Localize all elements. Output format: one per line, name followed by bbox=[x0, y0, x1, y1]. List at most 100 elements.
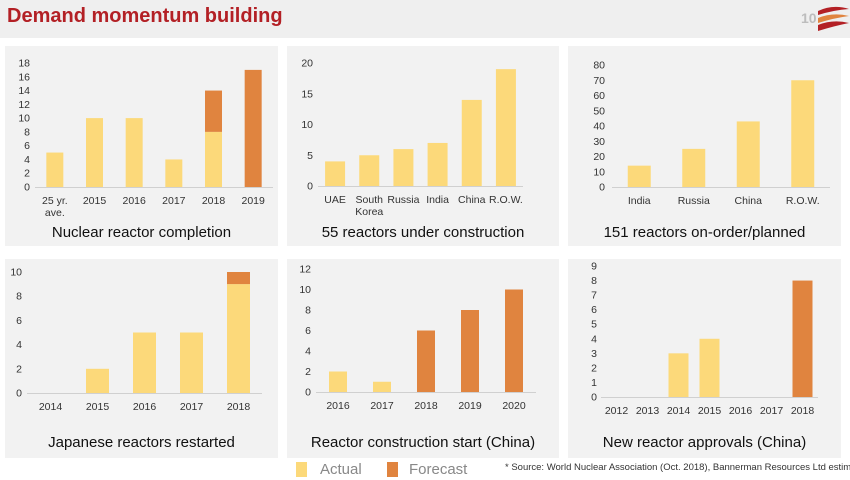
bar-actual-2017 bbox=[165, 159, 183, 187]
y-tick-label: 0 bbox=[24, 182, 30, 194]
x-tick-label: 2016 bbox=[326, 400, 350, 412]
bar-actual-2016 bbox=[329, 371, 347, 392]
chart-title: 55 reactors under construction bbox=[322, 224, 525, 241]
chart-svg-2: 0 10 20 30 40 50 60 70 80 India Russia China R.O.W. 1… bbox=[593, 60, 830, 241]
bar-forecast-2019 bbox=[244, 69, 262, 187]
y-tick-label: 12 bbox=[18, 99, 30, 111]
y-tick-label: 8 bbox=[24, 126, 30, 138]
header-bar: Demand momentum building 10 bbox=[0, 0, 850, 38]
bar-actual-2017 bbox=[180, 332, 203, 393]
bar-actual-2015 bbox=[699, 338, 720, 397]
chart-svg-4: 0 2 4 6 8 10 12 2016 2017 2018 2019 2020 Reactor con… bbox=[299, 264, 536, 451]
y-tick-label: 2 bbox=[591, 362, 597, 374]
y-tick-label: 0 bbox=[591, 392, 597, 404]
bar-actual-2015 bbox=[86, 118, 103, 187]
bar-forecast-2018 bbox=[205, 90, 222, 132]
y-tick-label: 9 bbox=[591, 261, 597, 273]
x-tick-label: 2018 bbox=[202, 195, 226, 207]
x-tick-label: 2014 bbox=[667, 405, 691, 417]
y-tick-label: 10 bbox=[593, 166, 605, 178]
y-tick-label: 4 bbox=[591, 333, 597, 345]
bar-actual-r.o.w. bbox=[791, 80, 815, 187]
y-tick-label: 0 bbox=[16, 388, 22, 400]
chart-title: 151 reactors on-order/planned bbox=[604, 224, 806, 241]
bar-actual-2017 bbox=[373, 381, 391, 392]
y-tick-label: 2 bbox=[24, 168, 30, 180]
bar-forecast-2020 bbox=[505, 289, 523, 392]
bar-actual-r.o.w. bbox=[495, 69, 516, 186]
y-tick-label: 2 bbox=[305, 366, 311, 378]
y-tick-label: 10 bbox=[10, 267, 22, 279]
x-tick-label: 2016 bbox=[729, 405, 753, 417]
y-tick-label: 60 bbox=[593, 90, 605, 102]
y-tick-label: 70 bbox=[593, 75, 605, 87]
x-tick-label: 2017 bbox=[180, 401, 204, 413]
x-tick-label: 2018 bbox=[227, 401, 251, 413]
x-tick-label: South Korea bbox=[355, 194, 383, 218]
x-tick-label: R.O.W. bbox=[786, 195, 820, 207]
bar-actual-2016 bbox=[133, 332, 156, 393]
y-tick-label: 10 bbox=[299, 284, 311, 296]
chart-panel-reactors-on-order: 0 10 20 30 40 50 60 70 80 India Russia China R.O.W. 1… bbox=[568, 46, 841, 246]
page-title: Demand momentum building bbox=[7, 5, 283, 27]
chart-panel-reactors-under-construction: 0 5 10 15 20 UAE South Korea Russia India China R.O… bbox=[287, 46, 559, 246]
x-tick-label: 2017 bbox=[370, 400, 394, 412]
y-tick-label: 20 bbox=[593, 151, 605, 163]
bar-actual-india bbox=[427, 142, 448, 186]
source-note: * Source: World Nuclear Association (Oct… bbox=[505, 462, 850, 473]
y-tick-label: 15 bbox=[301, 88, 313, 100]
chart-title: Japanese reactors restarted bbox=[48, 434, 235, 451]
y-tick-label: 4 bbox=[305, 346, 311, 358]
bar-actual-2018 bbox=[227, 284, 250, 393]
y-tick-label: 2 bbox=[16, 363, 22, 375]
x-tick-label: UAE bbox=[324, 194, 346, 206]
y-tick-label: 40 bbox=[593, 121, 605, 133]
x-tick-label: 2015 bbox=[83, 195, 107, 207]
x-tick-label: 2017 bbox=[162, 195, 186, 207]
x-tick-label: Russia bbox=[678, 195, 710, 207]
y-tick-label: 6 bbox=[16, 315, 22, 327]
y-tick-label: 20 bbox=[301, 58, 313, 70]
x-tick-label: 25 yr. ave. bbox=[42, 195, 68, 219]
y-tick-label: 6 bbox=[305, 325, 311, 337]
y-tick-label: 80 bbox=[593, 60, 605, 72]
x-tick-label: China bbox=[458, 194, 486, 206]
chart-panel-japanese-reactors-restarted: 0 2 4 6 8 10 2014 2015 2016 2017 2018 Japanese reac… bbox=[5, 259, 278, 458]
y-tick-label: 16 bbox=[18, 71, 30, 83]
bar-actual-2015 bbox=[86, 368, 109, 393]
x-tick-label: 2012 bbox=[605, 405, 629, 417]
y-tick-label: 10 bbox=[18, 113, 30, 125]
x-tick-label: 2015 bbox=[86, 401, 110, 413]
bar-actual-russia bbox=[682, 148, 706, 187]
y-tick-label: 12 bbox=[299, 264, 311, 276]
chart-title: Nuclear reactor completion bbox=[52, 224, 231, 241]
bar-actual-china bbox=[461, 99, 482, 186]
chart-title: Reactor construction start (China) bbox=[311, 434, 535, 451]
y-tick-label: 4 bbox=[24, 154, 30, 166]
bar-forecast-2018 bbox=[417, 330, 435, 392]
y-tick-label: 8 bbox=[16, 291, 22, 303]
y-tick-label: 7 bbox=[591, 290, 597, 302]
y-tick-label: 8 bbox=[591, 275, 597, 287]
y-tick-label: 0 bbox=[307, 181, 313, 193]
chart-svg-1: 0 5 10 15 20 UAE South Korea Russia India China R.O… bbox=[301, 58, 525, 242]
bar-actual-2018 bbox=[205, 131, 222, 187]
legend-forecast-label: Forecast bbox=[409, 461, 468, 478]
x-tick-label: R.O.W. bbox=[489, 194, 523, 206]
legend-actual-swatch bbox=[296, 462, 307, 477]
chart-title: New reactor approvals (China) bbox=[603, 434, 806, 451]
bar-actual-china bbox=[736, 121, 760, 187]
bar-actual-uae bbox=[325, 161, 346, 186]
bar-actual-2016 bbox=[125, 118, 143, 187]
legend-forecast-swatch bbox=[387, 462, 398, 477]
chart-svg-3: 0 2 4 6 8 10 2014 2015 2016 2017 2018 Japanese reac… bbox=[10, 267, 262, 451]
y-tick-label: 30 bbox=[593, 136, 605, 148]
bar-actual-india bbox=[627, 165, 651, 187]
chart-svg-5: 0 1 2 3 4 5 6 7 8 9 2012 2013 2014 2015 2016 2017 2018 Ne… bbox=[591, 261, 818, 451]
x-tick-label: 2018 bbox=[414, 400, 438, 412]
x-tick-label: 2019 bbox=[458, 400, 482, 412]
chart-panel-construction-start-china: 0 2 4 6 8 10 12 2016 2017 2018 2019 2020 Reactor con… bbox=[287, 259, 559, 458]
y-tick-label: 0 bbox=[599, 182, 605, 194]
bar-forecast-2018 bbox=[792, 280, 813, 397]
